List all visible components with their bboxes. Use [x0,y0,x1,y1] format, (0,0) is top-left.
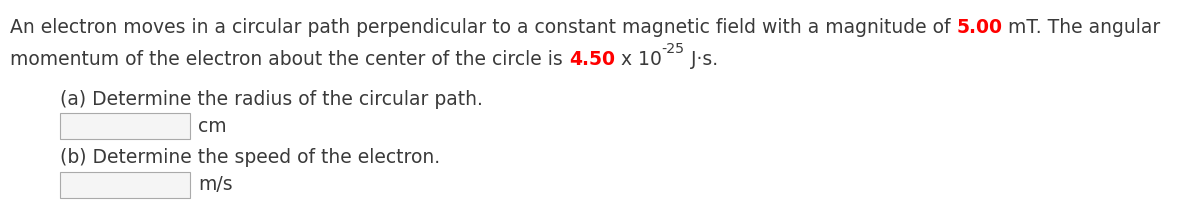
Text: m/s: m/s [198,175,233,194]
Text: x 10: x 10 [614,50,661,69]
Text: 4.50: 4.50 [569,50,614,69]
Text: -25: -25 [661,42,685,56]
Text: J·s.: J·s. [685,50,718,69]
Bar [60,113,190,139]
Text: mT. The angular: mT. The angular [1002,18,1160,37]
Bar [60,172,190,198]
Text: cm: cm [198,117,227,136]
Text: (a) Determine the radius of the circular path.: (a) Determine the radius of the circular… [60,90,482,109]
Text: An electron moves in a circular path perpendicular to a constant magnetic field : An electron moves in a circular path per… [10,18,956,37]
Text: 5.00: 5.00 [956,18,1002,37]
Text: (b) Determine the speed of the electron.: (b) Determine the speed of the electron. [60,148,440,167]
Text: momentum of the electron about the center of the circle is: momentum of the electron about the cente… [10,50,569,69]
